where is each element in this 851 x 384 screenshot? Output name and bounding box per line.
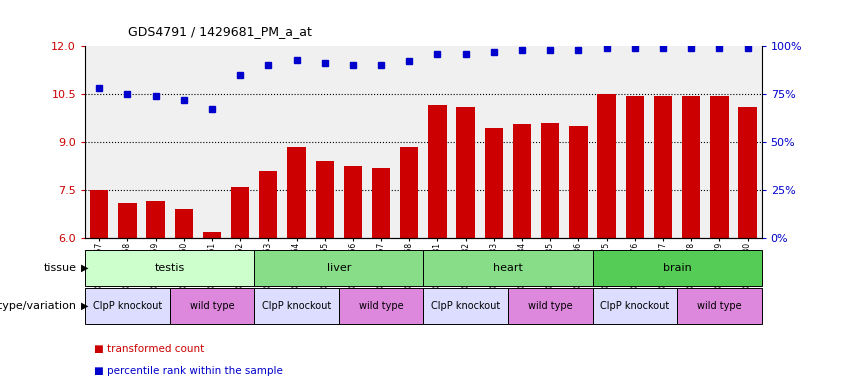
Bar xyxy=(541,123,559,238)
Text: ClpP knockout: ClpP knockout xyxy=(431,301,500,311)
Bar xyxy=(260,171,277,238)
Bar xyxy=(344,166,362,238)
Bar xyxy=(423,250,592,286)
Bar xyxy=(316,161,334,238)
Bar xyxy=(254,250,424,286)
Text: wild type: wild type xyxy=(190,301,234,311)
Bar xyxy=(169,288,254,324)
Text: ■ transformed count: ■ transformed count xyxy=(94,344,204,354)
Bar xyxy=(146,201,165,238)
Bar xyxy=(85,288,169,324)
Text: ClpP knockout: ClpP knockout xyxy=(600,301,670,311)
Text: GDS4791 / 1429681_PM_a_at: GDS4791 / 1429681_PM_a_at xyxy=(128,25,311,38)
Bar xyxy=(174,209,193,238)
Bar xyxy=(569,126,587,238)
Bar xyxy=(592,250,762,286)
Bar xyxy=(254,288,339,324)
Text: ■ percentile rank within the sample: ■ percentile rank within the sample xyxy=(94,366,283,376)
Bar xyxy=(513,124,531,238)
Bar xyxy=(203,232,221,238)
Bar xyxy=(508,288,592,324)
Text: wild type: wild type xyxy=(697,301,742,311)
Bar xyxy=(592,288,677,324)
Bar xyxy=(288,147,306,238)
Text: genotype/variation: genotype/variation xyxy=(0,301,77,311)
Bar xyxy=(339,288,424,324)
Text: ClpP knockout: ClpP knockout xyxy=(262,301,331,311)
Text: tissue: tissue xyxy=(43,263,77,273)
Text: heart: heart xyxy=(493,263,523,273)
Bar xyxy=(118,203,136,238)
Bar xyxy=(231,187,249,238)
Bar xyxy=(85,250,254,286)
Text: wild type: wild type xyxy=(528,301,573,311)
Text: ▶: ▶ xyxy=(81,301,89,311)
Bar xyxy=(456,107,475,238)
Text: ClpP knockout: ClpP knockout xyxy=(93,301,162,311)
Bar xyxy=(682,96,700,238)
Bar xyxy=(428,105,447,238)
Text: testis: testis xyxy=(155,263,185,273)
Bar xyxy=(90,190,108,238)
Bar xyxy=(625,96,644,238)
Text: liver: liver xyxy=(327,263,351,273)
Bar xyxy=(423,288,508,324)
Bar xyxy=(597,94,616,238)
Text: brain: brain xyxy=(663,263,692,273)
Bar xyxy=(372,168,391,238)
Bar xyxy=(711,96,728,238)
Text: wild type: wild type xyxy=(359,301,403,311)
Bar xyxy=(677,288,762,324)
Bar xyxy=(654,96,672,238)
Text: ▶: ▶ xyxy=(81,263,89,273)
Bar xyxy=(400,147,419,238)
Bar xyxy=(739,107,757,238)
Bar xyxy=(485,127,503,238)
